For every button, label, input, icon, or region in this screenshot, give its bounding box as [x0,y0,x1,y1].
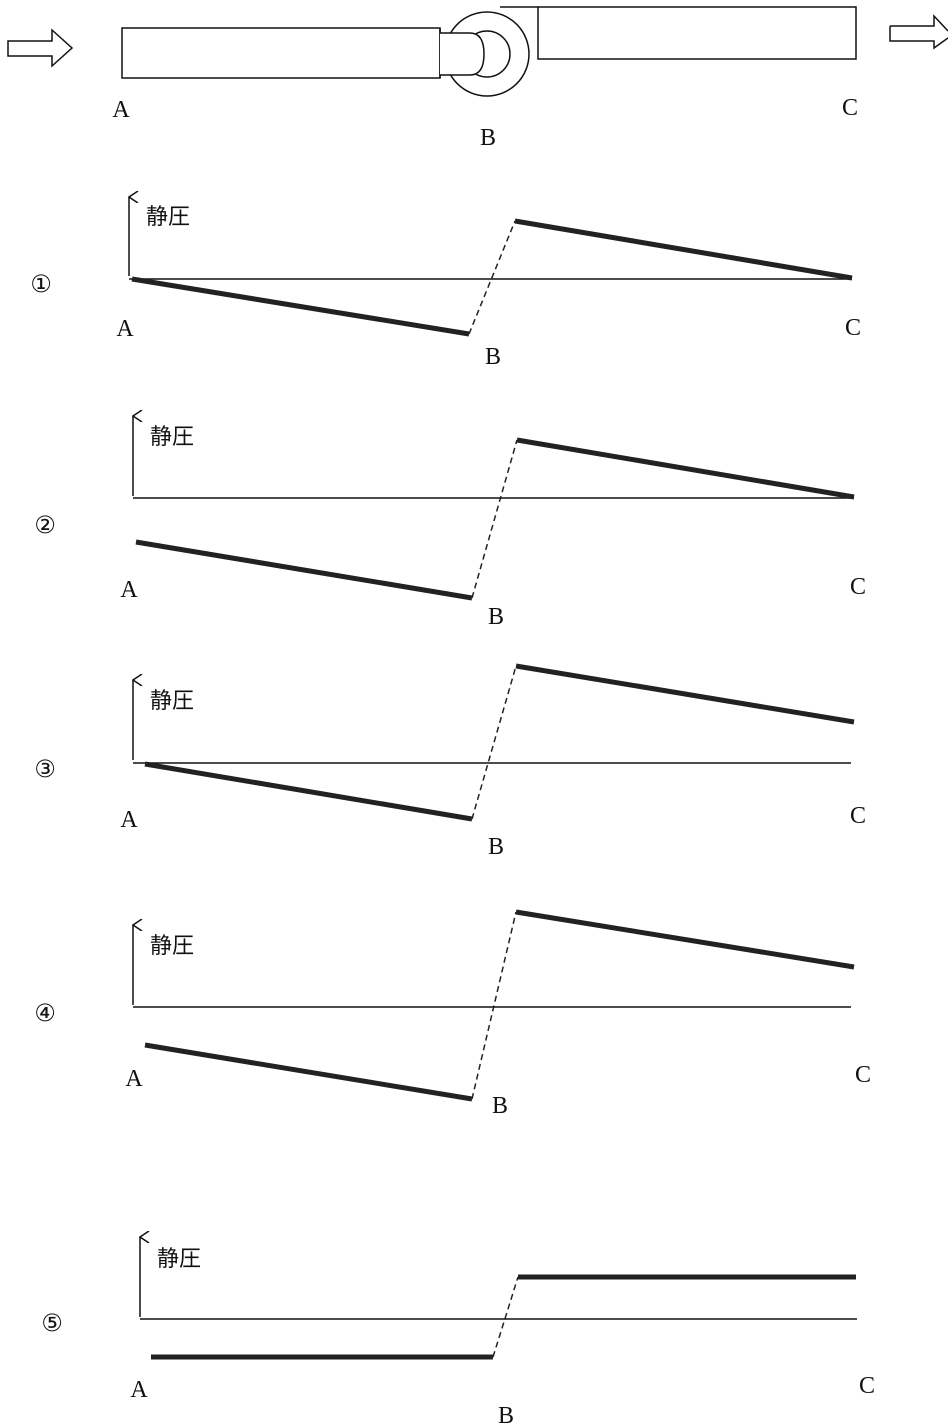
discharge-pressure-line [516,437,855,500]
suction-pressure-line [131,276,470,337]
duct-label-b: B [480,125,496,151]
diagram-number: ① [30,270,52,298]
fan-pressure-rise [471,439,518,599]
label-b: B [492,1093,508,1119]
fan-icon [440,11,530,97]
axis-label: 静圧 [157,1247,201,1272]
duct-label-a: A [112,97,130,123]
diagram-number: ③ [34,755,56,783]
label-a: A [120,807,138,833]
inlet-duct [121,27,441,79]
discharge-pressure-line [515,663,855,725]
fan-pressure-rise [471,911,517,1100]
label-a: A [116,316,134,342]
diagram-3: ③ 静圧 A B C [34,663,866,860]
label-a: A [125,1066,143,1092]
fan-pressure-rise [471,665,517,820]
suction-pressure-line [135,539,473,601]
outflow-arrow-icon [890,14,948,32]
label-c: C [859,1373,875,1399]
diagram-number: ⑤ [41,1309,63,1337]
label-c: C [855,1062,871,1088]
axis-label: 静圧 [150,934,194,959]
label-b: B [498,1403,514,1427]
discharge-pressure-line [515,909,855,970]
label-c: C [850,803,866,829]
suction-pressure-line [144,1042,473,1102]
label-c: C [845,315,861,341]
suction-pressure-line [144,761,473,822]
axis-label: 静圧 [150,689,194,714]
fan-pressure-rise [468,220,516,335]
diagram-1: ① 静圧 A B C [30,197,861,370]
axis-label: 静圧 [150,425,194,450]
label-b: B [488,834,504,860]
diagram-number: ④ [34,999,56,1027]
diagram-2: ② 静圧 A B C [34,416,866,630]
inflow-arrow-icon [7,28,74,68]
label-a: A [130,1377,148,1403]
duct-label-c: C [842,95,858,121]
diagram-5: ⑤ 静圧 A B C [41,1237,875,1427]
diagram-number: ② [34,511,56,539]
outlet-duct [537,6,857,60]
duct-schematic: A B C [7,6,948,151]
discharge-pressure-line [514,218,853,281]
label-a: A [120,577,138,603]
label-c: C [850,574,866,600]
diagram-4: ④ 静圧 A B C [34,909,871,1119]
fan-pressure-rise [492,1276,519,1358]
label-b: B [485,344,501,370]
axis-label: 静圧 [146,205,190,230]
label-b: B [488,604,504,630]
